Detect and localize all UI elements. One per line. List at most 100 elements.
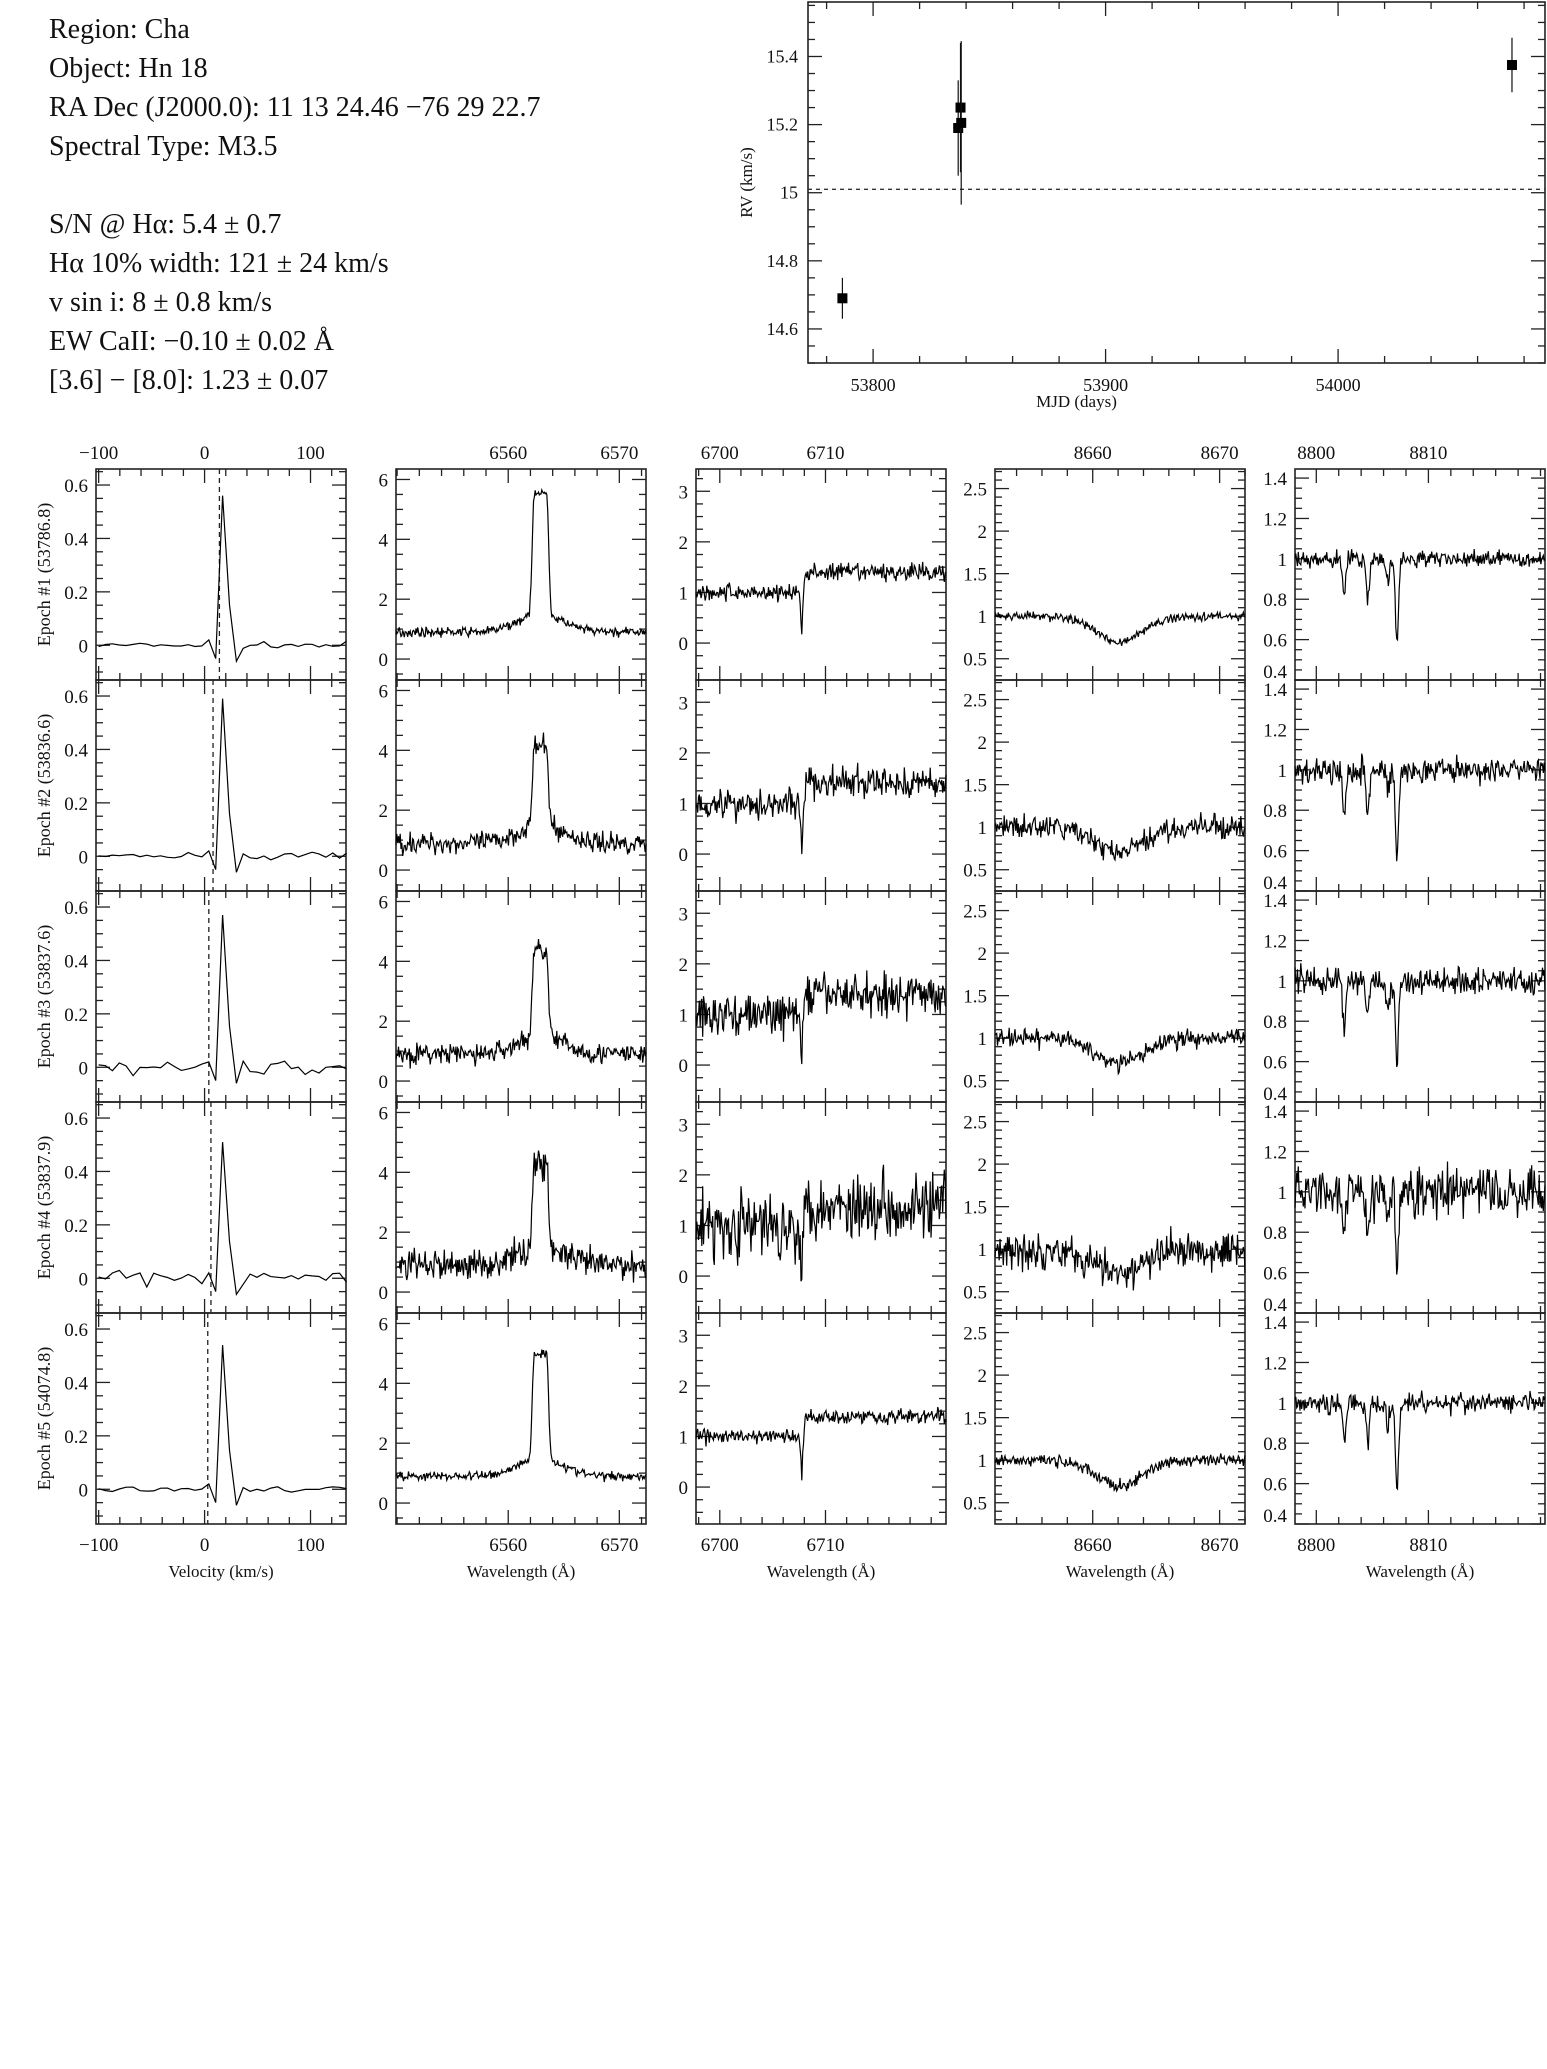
- spectrum-panel-frame: [695, 890, 947, 1103]
- y-tick-label: 0.6: [64, 1320, 88, 1341]
- y-tick-label: 2.5: [963, 1324, 987, 1345]
- spectrum-line: [98, 1345, 347, 1506]
- y-tick-label: 0.8: [1263, 1434, 1287, 1455]
- x-tick-label: −100: [79, 1535, 118, 1556]
- spectrum-panel-frame: [1294, 1312, 1546, 1525]
- y-tick-label: 3: [679, 482, 689, 503]
- y-tick-label: 2: [379, 801, 389, 822]
- spectrum-line: [98, 698, 347, 873]
- y-tick-label: 2: [978, 944, 988, 965]
- y-tick-label: 1.2: [1263, 1353, 1287, 1374]
- axis-ticks: [96, 1102, 346, 1313]
- y-tick-label: 1: [679, 1427, 689, 1448]
- y-tick-label: 1.4: [1263, 1102, 1287, 1123]
- spectrum-line: [395, 1349, 647, 1483]
- spectrum-line: [994, 1453, 1246, 1493]
- x-tick-label: 6570: [600, 443, 638, 464]
- y-tick-label: 15.4: [767, 46, 799, 66]
- y-tick-label: 0.4: [64, 951, 88, 972]
- y-tick-label: 1: [978, 1451, 988, 1472]
- y-tick-label: 1: [679, 794, 689, 815]
- x-tick-label: 8660: [1074, 1535, 1112, 1556]
- y-tick-label: 0.4: [1263, 662, 1287, 683]
- x-tick-label: 100: [296, 1535, 325, 1556]
- y-tick-label: 2: [679, 955, 689, 976]
- spectrum-line: [695, 762, 947, 855]
- y-tick-label: 0.8: [1263, 590, 1287, 611]
- axis-ticks: [696, 1102, 946, 1313]
- y-tick-label: 0.4: [64, 529, 88, 550]
- y-tick-label: 0.2: [64, 1427, 88, 1448]
- spectrum-line: [994, 812, 1246, 862]
- y-tick-label: 1: [1278, 1183, 1288, 1204]
- y-tick-label: 2: [679, 533, 689, 554]
- spectrum-panel-frame: [695, 1312, 947, 1525]
- y-tick-label: 2: [379, 1434, 389, 1455]
- spectrum-line: [395, 939, 647, 1069]
- info-line: [3.6] − [8.0]: 1.23 ± 0.07: [49, 365, 329, 396]
- y-tick-label: 2: [379, 590, 389, 611]
- y-tick-label: 0.2: [64, 1005, 88, 1026]
- y-tick-label: 2: [978, 733, 988, 754]
- x-tick-label: 53800: [851, 375, 896, 395]
- y-tick-label: 0: [79, 1480, 89, 1501]
- y-tick-label: 2: [679, 1377, 689, 1398]
- y-tick-label: 1: [1278, 1394, 1288, 1415]
- x-tick-label: 6700: [701, 443, 739, 464]
- spectrum-line: [98, 495, 347, 664]
- y-tick-label: 6: [379, 892, 389, 913]
- axis-ticks: [995, 680, 1246, 891]
- info-line: Spectral Type: M3.5: [49, 131, 278, 162]
- spectrum-line: [1294, 963, 1546, 1068]
- x-tick-label: 6570: [600, 1535, 638, 1556]
- y-tick-label: 0.4: [1263, 1295, 1287, 1316]
- y-tick-label: 0.6: [64, 476, 88, 497]
- info-line: v sin i: 8 ± 0.8 km/s: [49, 287, 273, 318]
- x-axis-label: Wavelength (Å): [467, 1562, 576, 1581]
- rv-point: [1506, 60, 1517, 71]
- y-tick-label: 0: [679, 1267, 689, 1288]
- spectrum-panel-frame: [994, 890, 1246, 1103]
- y-tick-label: 15: [780, 183, 798, 203]
- y-tick-label: 0.8: [1263, 1012, 1287, 1033]
- y-tick-label: 1: [1278, 761, 1288, 782]
- y-tick-label: 0.6: [64, 687, 88, 708]
- y-tick-label: 1: [1278, 550, 1288, 571]
- y-tick-label: 1.2: [1263, 509, 1287, 530]
- x-tick-label: 8660: [1074, 443, 1112, 464]
- axis-ticks: [995, 1313, 1246, 1524]
- x-tick-label: 0: [200, 1535, 210, 1556]
- x-tick-label: 6710: [806, 1535, 844, 1556]
- x-tick-label: 53900: [1083, 375, 1128, 395]
- y-tick-label: 1: [978, 818, 988, 839]
- y-tick-label: 0.6: [1263, 842, 1287, 863]
- y-tick-label: 0.4: [64, 740, 88, 761]
- spectrum-panel-frame: [95, 1312, 347, 1525]
- x-tick-label: 8670: [1201, 443, 1239, 464]
- spectrum-line: [395, 732, 647, 857]
- spectrum-line: [994, 1027, 1246, 1076]
- axis-ticks: [1295, 891, 1545, 1103]
- y-tick-label: 3: [679, 1326, 689, 1347]
- axis-ticks: [696, 1313, 946, 1524]
- y-tick-label: 6: [379, 470, 389, 491]
- x-tick-label: 6560: [489, 1535, 527, 1556]
- y-tick-label: 2.5: [963, 902, 987, 923]
- x-axis-label: Wavelength (Å): [1066, 1562, 1175, 1581]
- spectrum-line: [994, 610, 1246, 646]
- spectrum-panel-frame: [994, 468, 1246, 681]
- axis-ticks: [1295, 469, 1545, 681]
- y-tick-label: 0.6: [64, 1109, 88, 1130]
- axis-ticks: [696, 680, 946, 891]
- y-tick-label: 6: [379, 681, 389, 702]
- x-axis-label: Velocity (km/s): [168, 1562, 273, 1581]
- x-tick-label: 54000: [1316, 375, 1361, 395]
- y-tick-label: 0: [379, 1283, 389, 1304]
- y-tick-label: 6: [379, 1314, 389, 1335]
- y-tick-label: 2: [978, 522, 988, 543]
- y-tick-label: 0.5: [963, 1494, 987, 1515]
- x-tick-label: 6560: [489, 443, 527, 464]
- x-axis-label: MJD (days): [1036, 392, 1117, 411]
- spectrum-line: [395, 487, 647, 639]
- y-tick-label: 4: [379, 530, 389, 551]
